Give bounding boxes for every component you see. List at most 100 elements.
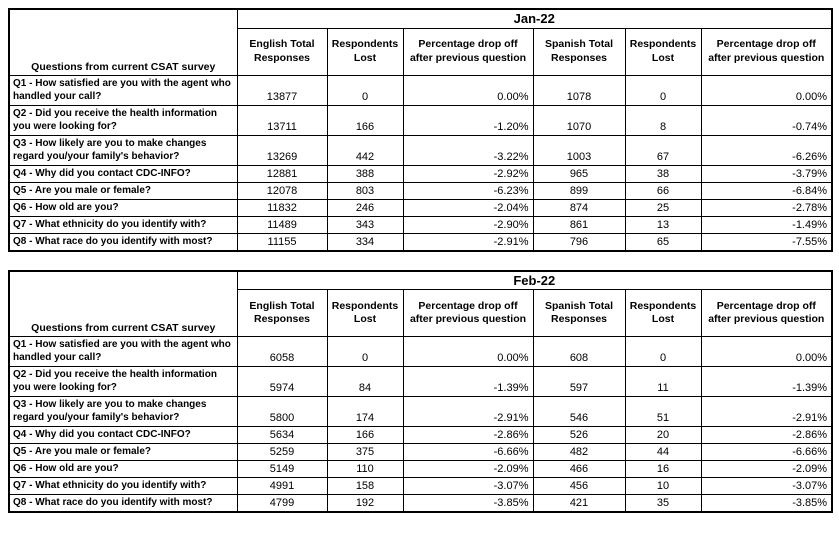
count-cell: 466	[532, 460, 626, 478]
count-cell: 5259	[236, 443, 328, 461]
count-cell: 5800	[236, 396, 328, 427]
percent-cell: 0.00%	[700, 74, 833, 106]
count-cell: 13877	[236, 74, 328, 106]
count-cell: 11155	[236, 232, 328, 251]
percent-cell: -3.85%	[402, 494, 534, 513]
spreadsheet-page: Questions from current CSAT survey Jan-2…	[8, 8, 834, 513]
column-header-english-total: English Total Responses	[236, 289, 328, 337]
percent-cell: 0.00%	[402, 336, 534, 367]
percent-cell: -2.91%	[402, 232, 534, 251]
count-cell: 10	[624, 477, 702, 495]
count-cell: 51	[624, 396, 702, 427]
count-cell: 110	[326, 460, 404, 478]
count-cell: 5149	[236, 460, 328, 478]
question-cell: Q4 - Why did you contact CDC-INFO?	[8, 426, 238, 444]
count-cell: 442	[326, 134, 404, 166]
count-cell: 35	[624, 494, 702, 513]
table-body: Q1 - How satisfied are you with the agen…	[8, 74, 833, 251]
question-cell: Q6 - How old are you?	[8, 460, 238, 478]
question-cell: Q4 - Why did you contact CDC-INFO?	[8, 164, 238, 183]
count-cell: 482	[532, 443, 626, 461]
question-cell: Q5 - Are you male or female?	[8, 443, 238, 461]
count-cell: 1003	[532, 134, 626, 166]
count-cell: 861	[532, 215, 626, 234]
question-cell: Q8 - What race do you identify with most…	[8, 232, 238, 251]
percent-cell: -1.39%	[402, 366, 534, 397]
question-cell: Q8 - What race do you identify with most…	[8, 494, 238, 513]
count-cell: 0	[326, 74, 404, 106]
count-cell: 11832	[236, 198, 328, 217]
percent-cell: -6.26%	[700, 134, 833, 166]
count-cell: 65	[624, 232, 702, 251]
percent-cell: -7.55%	[700, 232, 833, 251]
count-cell: 0	[624, 74, 702, 106]
table-row: Q2 - Did you receive the health informat…	[8, 104, 833, 136]
table-row: Q8 - What race do you identify with most…	[8, 232, 833, 251]
percent-cell: -0.74%	[700, 104, 833, 136]
count-cell: 84	[326, 366, 404, 397]
table-row: Q3 - How likely are you to make changes …	[8, 134, 833, 166]
table-row: Q5 - Are you male or female? 5259 375 -6.66…	[8, 443, 833, 461]
percent-cell: -1.49%	[700, 215, 833, 234]
count-cell: 25	[624, 198, 702, 217]
column-header-row: English Total Responses Respondents Lost…	[9, 289, 833, 337]
column-header-percentage-drop-spanish: Percentage drop off after previous quest…	[700, 27, 833, 76]
column-header-percentage-drop-english: Percentage drop off after previous quest…	[402, 289, 534, 337]
count-cell: 965	[532, 164, 626, 183]
table-row: Q4 - Why did you contact CDC-INFO? 5634 16…	[8, 426, 833, 444]
count-cell: 899	[532, 181, 626, 200]
percent-cell: -2.04%	[402, 198, 534, 217]
count-cell: 456	[532, 477, 626, 495]
column-header-percentage-drop-english: Percentage drop off after previous quest…	[402, 27, 534, 76]
count-cell: 13	[624, 215, 702, 234]
percent-cell: -3.07%	[700, 477, 833, 495]
percent-cell: -6.66%	[700, 443, 833, 461]
count-cell: 375	[326, 443, 404, 461]
percent-cell: -2.91%	[402, 396, 534, 427]
questions-column-header: Questions from current CSAT survey	[8, 8, 238, 76]
count-cell: 11489	[236, 215, 328, 234]
count-cell: 67	[624, 134, 702, 166]
count-cell: 8	[624, 104, 702, 136]
percent-cell: -2.09%	[402, 460, 534, 478]
column-header-respondents-lost-spanish: Respondents Lost	[624, 27, 702, 76]
questions-column-header: Questions from current CSAT survey	[8, 270, 238, 337]
count-cell: 526	[532, 426, 626, 444]
question-cell: Q7 - What ethnicity do you identify with…	[8, 215, 238, 234]
count-cell: 874	[532, 198, 626, 217]
count-cell: 66	[624, 181, 702, 200]
table-row: Q3 - How likely are you to make changes …	[8, 396, 833, 427]
count-cell: 192	[326, 494, 404, 513]
column-header-respondents-lost-spanish: Respondents Lost	[624, 289, 702, 337]
count-cell: 4991	[236, 477, 328, 495]
count-cell: 796	[532, 232, 626, 251]
percent-cell: -6.23%	[402, 181, 534, 200]
table-row: Q4 - Why did you contact CDC-INFO? 12881 3…	[8, 164, 833, 183]
count-cell: 546	[532, 396, 626, 427]
count-cell: 0	[624, 336, 702, 367]
percent-cell: -2.86%	[402, 426, 534, 444]
count-cell: 38	[624, 164, 702, 183]
table-row: Q1 - How satisfied are you with the agen…	[8, 74, 833, 106]
count-cell: 1070	[532, 104, 626, 136]
percent-cell: -3.07%	[402, 477, 534, 495]
count-cell: 0	[326, 336, 404, 367]
percent-cell: -2.90%	[402, 215, 534, 234]
count-cell: 803	[326, 181, 404, 200]
count-cell: 11	[624, 366, 702, 397]
percent-cell: -2.92%	[402, 164, 534, 183]
column-header-percentage-drop-spanish: Percentage drop off after previous quest…	[700, 289, 833, 337]
month-header-row: Questions from current CSAT survey Jan-2…	[8, 8, 833, 76]
table-row: Q2 - Did you receive the health informat…	[8, 366, 833, 397]
count-cell: 174	[326, 396, 404, 427]
column-header-row: English Total Responses Respondents Lost…	[9, 27, 833, 76]
percent-cell: -2.78%	[700, 198, 833, 217]
percent-cell: -1.39%	[700, 366, 833, 397]
question-cell: Q1 - How satisfied are you with the agen…	[8, 336, 238, 367]
question-cell: Q3 - How likely are you to make changes …	[8, 134, 238, 166]
table-row: Q1 - How satisfied are you with the agen…	[8, 336, 833, 367]
percent-cell: -3.79%	[700, 164, 833, 183]
column-header-respondents-lost-english: Respondents Lost	[326, 27, 404, 76]
csat-table-jan-22: Questions from current CSAT survey Jan-2…	[8, 8, 834, 252]
percent-cell: -3.22%	[402, 134, 534, 166]
